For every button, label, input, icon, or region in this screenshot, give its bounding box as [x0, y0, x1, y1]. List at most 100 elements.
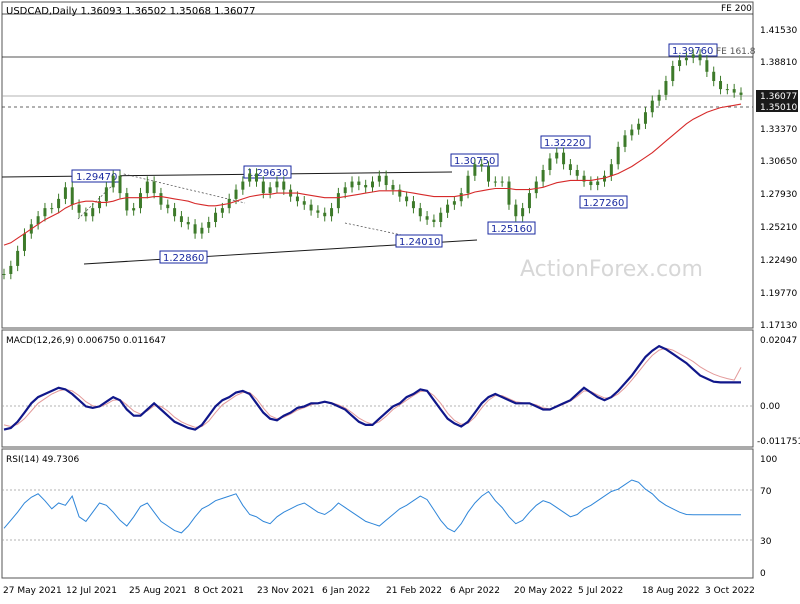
candle-body: [16, 250, 20, 266]
candle-body: [302, 201, 306, 205]
time-tick-5: 23 Nov 2021: [257, 586, 315, 596]
candle-body: [507, 181, 511, 205]
candle-body: [487, 166, 491, 182]
candle-body: [200, 227, 204, 234]
last-price-marker: [756, 90, 798, 101]
candle-body: [405, 196, 409, 202]
symbol-header: USDCAD,Daily 1.36093 1.36502 1.35068 1.3…: [6, 6, 256, 17]
price-tick-7: 1.27930: [760, 190, 797, 200]
candle-body: [261, 181, 265, 194]
candle-body: [589, 181, 593, 186]
annotation-label-1: 1.29470: [76, 172, 117, 183]
candle-body: [70, 187, 74, 205]
annotation-box-4: 1.32220: [540, 135, 591, 149]
candle-body: [616, 146, 620, 165]
time-tick-1: 27 May 2021: [3, 586, 62, 596]
time-tick-11: 18 Aug 2022: [642, 586, 700, 596]
candle-body: [152, 181, 156, 194]
price-candles: [2, 49, 743, 280]
candle-body: [650, 100, 654, 113]
sma-line: [3, 103, 742, 246]
candle-body: [330, 208, 334, 217]
candle-body: [562, 152, 566, 165]
candle-body: [159, 193, 163, 205]
candle-body: [173, 208, 177, 217]
annotation-box-8: 1.25160: [487, 221, 536, 235]
candle-body: [459, 193, 463, 202]
time-tick-10: 5 Jul 2022: [578, 586, 623, 596]
macd-panel-frame: [1, 329, 754, 448]
candle-body: [500, 181, 504, 183]
annotation-label-4: 1.32220: [544, 138, 585, 149]
candle-body: [391, 185, 395, 190]
fib-label: FE 161.8: [716, 47, 756, 57]
rsi-title: RSI(14) 49.7306: [6, 455, 79, 465]
candle-body: [739, 92, 743, 95]
candle-body: [43, 208, 47, 217]
candle-body: [323, 212, 327, 217]
candle-body: [57, 198, 61, 209]
candle-body: [657, 94, 661, 101]
candle-body: [541, 170, 545, 182]
candle-body: [596, 181, 600, 186]
candle-body: [664, 81, 668, 95]
candle-body: [582, 175, 586, 182]
candle-body: [166, 204, 170, 209]
time-tick-9: 20 May 2022: [514, 586, 573, 596]
candle-body: [268, 187, 272, 194]
annotation-box-7: 1.24010: [395, 234, 443, 248]
candle-body: [357, 181, 361, 186]
candle-body: [637, 123, 641, 130]
annotation-label-2: 1.29630: [247, 168, 288, 179]
price-tick-10: 1.19770: [760, 289, 797, 299]
time-tick-2: 12 Jul 2021: [66, 586, 117, 596]
time-tick-8: 6 Apr 2022: [450, 586, 500, 596]
annotation-label-5: 1.39760: [672, 46, 713, 57]
candle-body: [684, 57, 688, 61]
candle-body: [527, 193, 531, 209]
annotation-box-9: 1.27260: [579, 195, 628, 209]
candle-body: [568, 164, 572, 170]
price-tick-9: 1.22490: [760, 256, 797, 266]
macd-tick-zero: 0.00: [760, 402, 780, 412]
rsi-tick-30: 30: [760, 537, 772, 547]
candle-body: [705, 60, 709, 72]
time-tick-3: 25 Aug 2021: [129, 586, 187, 596]
price-panel-frame: [1, 1, 754, 329]
support-marker: [756, 101, 798, 112]
rsi-line: [3, 479, 741, 534]
candle-body: [350, 181, 354, 188]
candle-body: [9, 265, 13, 274]
candle-body: [384, 175, 388, 186]
candle-body: [22, 233, 26, 251]
candle-body: [248, 173, 252, 182]
candle-body: [643, 112, 647, 124]
candle-body: [603, 175, 607, 182]
candle-body: [493, 181, 497, 183]
macd-tick-bottom: -0.011751: [757, 437, 800, 447]
candle-body: [220, 208, 224, 213]
annotation-box-6: 1.22860: [159, 250, 208, 264]
candle-body: [295, 196, 299, 202]
candle-body: [725, 89, 729, 91]
candle-body: [521, 208, 525, 217]
time-axis: 27 May 2021 12 Jul 2021 25 Aug 2021 8 Oc…: [3, 586, 755, 596]
price-tick-8: 1.25210: [760, 223, 797, 233]
candle-body: [111, 175, 115, 188]
candle-body: [371, 181, 374, 188]
annotation-label-9: 1.27260: [583, 198, 624, 209]
candle-body: [623, 135, 627, 147]
candle-body: [275, 181, 279, 188]
candle-body: [336, 193, 340, 209]
price-axis: 1.41530 1.38810 1.36077 1.35010 1.33370 …: [756, 26, 798, 331]
candle-body: [364, 185, 368, 188]
candle-body: [425, 216, 429, 220]
candle-body: [207, 222, 211, 228]
candle-body: [50, 208, 54, 210]
candle-body: [480, 164, 484, 167]
candle-body: [84, 212, 88, 217]
candle-body: [193, 224, 197, 234]
candle-body: [473, 164, 477, 176]
